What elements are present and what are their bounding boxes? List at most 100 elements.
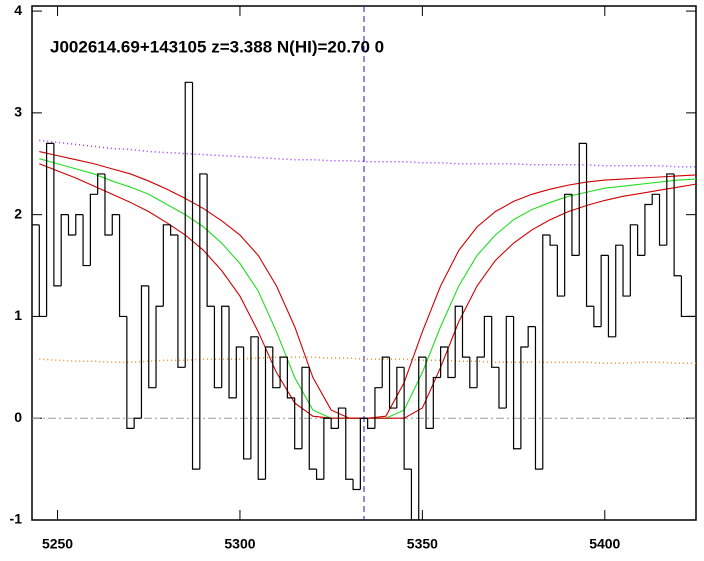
chart-title: J002614.69+143105 z=3.388 N(HI)=20.70 0 (50, 37, 384, 56)
model-line (39, 356, 696, 365)
flux-step (213, 306, 222, 389)
flux-step (629, 224, 638, 297)
x-tick-label: 5350 (407, 536, 438, 552)
flux-step (191, 82, 200, 470)
flux-step (294, 397, 302, 450)
flux-step (651, 193, 660, 205)
model-line (39, 151, 696, 419)
flux-step (680, 275, 689, 318)
flux-step (206, 173, 215, 307)
flux-step (607, 255, 616, 338)
flux-step (286, 357, 295, 399)
flux-step (512, 316, 521, 450)
flux-step (520, 346, 529, 449)
flux-step (75, 214, 84, 236)
y-tick-label: 4 (14, 2, 22, 18)
flux-step (658, 194, 667, 246)
flux-step (578, 142, 587, 256)
x-tick-label: 5250 (42, 536, 73, 552)
flux-step (600, 254, 609, 327)
flux-step (184, 81, 193, 368)
flux-step (388, 357, 397, 409)
flux-step (483, 315, 492, 358)
flux-step (82, 214, 91, 267)
flux-step (637, 224, 645, 256)
flux-step (593, 306, 602, 328)
flux-step (381, 356, 390, 388)
flux-step (170, 224, 178, 236)
flux-step (315, 469, 324, 480)
flux-step (622, 245, 631, 297)
flux-step (432, 376, 441, 429)
flux-step (673, 173, 682, 277)
flux-step (498, 367, 507, 409)
flux-step (345, 408, 354, 480)
flux-step (162, 224, 171, 307)
flux-step (221, 305, 230, 388)
x-tick-label: 5400 (589, 536, 620, 552)
flux-step (264, 346, 273, 480)
flux-step (556, 245, 565, 297)
flux-step (228, 306, 237, 399)
flux-step (564, 193, 572, 297)
flux-step (571, 194, 580, 256)
flux-step (330, 418, 339, 429)
flux-step (476, 356, 485, 388)
flux-step (396, 366, 405, 409)
flux-step (140, 285, 149, 419)
flux-step (403, 367, 412, 470)
flux-step (454, 305, 463, 378)
flux-step (644, 203, 653, 256)
y-tick-label: 3 (14, 104, 22, 120)
flux-step (359, 417, 368, 490)
flux-step (527, 326, 536, 347)
flux-step (418, 356, 427, 520)
model-line (39, 158, 696, 419)
model-line (39, 163, 696, 419)
flux-step (177, 235, 186, 368)
y-tick-label: -1 (10, 511, 23, 527)
y-tick-label: 2 (14, 205, 22, 221)
y-tick-label: 1 (14, 307, 22, 323)
flux-step (67, 214, 76, 236)
flux-step (45, 142, 54, 317)
flux-step (118, 214, 127, 318)
flux-step (257, 336, 266, 480)
flux-step (53, 143, 62, 287)
flux-step (337, 407, 346, 429)
flux-step (308, 367, 317, 470)
flux-step (505, 315, 514, 409)
flux-step (440, 346, 448, 378)
flux-step (352, 479, 361, 491)
flux-step (89, 193, 98, 266)
x-tick-label: 5300 (224, 536, 255, 552)
flux-step (272, 346, 281, 389)
flux-step (97, 173, 105, 195)
flux-step (410, 469, 419, 520)
flux-step (104, 173, 113, 236)
flux-step (534, 326, 543, 470)
flux-step (461, 306, 470, 358)
y-tick-label: 0 (14, 409, 22, 425)
flux-step (549, 235, 558, 246)
flux-step (447, 346, 456, 379)
flux-step (425, 357, 434, 429)
flux-step (615, 244, 624, 337)
flux-step (148, 285, 157, 389)
flux-step (155, 305, 164, 388)
flux-step (279, 356, 288, 388)
flux-step (374, 387, 383, 429)
model-line (39, 139, 696, 168)
flux-step (111, 214, 120, 236)
flux-step (301, 366, 310, 449)
flux-step (235, 346, 244, 398)
flux-step (367, 418, 375, 429)
flux-step (133, 417, 142, 429)
flux-step (38, 224, 47, 318)
flux-step (585, 143, 594, 307)
flux-step (469, 357, 478, 389)
flux-step (491, 316, 499, 368)
flux-step (199, 173, 208, 470)
flux-step (323, 417, 332, 480)
